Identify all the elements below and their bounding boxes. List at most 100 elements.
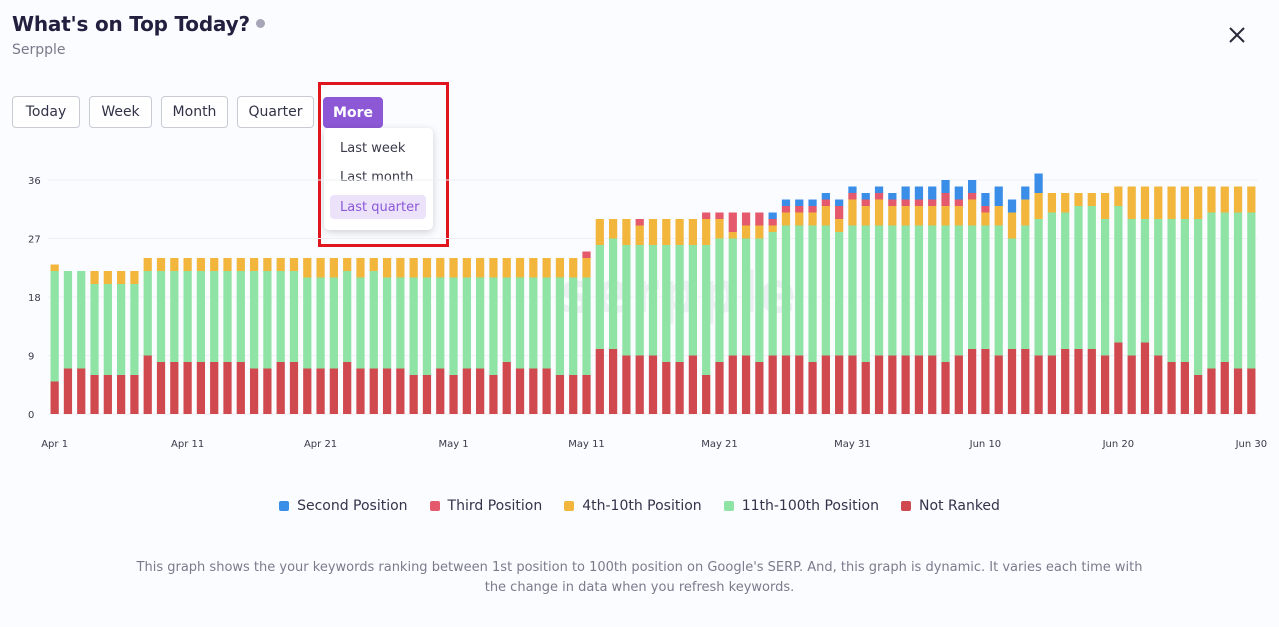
bar-segment [1034,193,1043,219]
bar-segment [103,271,112,284]
legend-item-4th-10th[interactable]: 4th-10th Position [564,498,702,514]
x-tick-label: Apr 21 [304,439,337,450]
bar-segment [874,199,884,226]
bar-segment [675,245,684,362]
bar-segment [422,258,432,278]
bar-segment [183,258,192,271]
bar-segment [888,206,897,226]
bar-segment [795,206,804,213]
bar-segment [1047,193,1057,213]
bar-segment [595,245,604,349]
bar-segment [635,225,644,245]
bar-segment [755,212,764,226]
bar-segment [715,219,724,239]
bar-segment [662,362,671,414]
bar-segment [1180,219,1189,362]
bar-segment [1127,186,1136,219]
info-icon[interactable] [255,19,265,28]
bar-segment [1074,349,1083,414]
bar-segment [263,258,272,271]
chart-legend: Second Position Third Position 4th-10th … [0,498,1279,514]
bar-segment [1127,219,1136,356]
tab-today[interactable]: Today [12,96,80,128]
bar-segment [595,349,604,414]
bar-segment [130,271,139,284]
tab-more[interactable]: More [323,97,383,128]
bar-segment [702,375,711,414]
tab-month[interactable]: Month [161,96,228,128]
bar-segment [888,199,897,206]
bar-segment [356,368,365,414]
bar-segment [50,264,59,271]
bar-segment [728,355,737,414]
bar-segment [210,362,219,414]
y-tick-label: 18 [28,293,41,304]
bar-segment [249,368,259,414]
bar-segment [622,245,631,356]
bar-segment [356,258,365,278]
close-icon[interactable] [1226,24,1248,46]
bar-segment [728,238,737,356]
bar-segment [476,258,485,278]
bar-segment [648,245,658,356]
y-tick-label: 27 [28,235,41,246]
bar-segment [409,375,418,414]
page-title: What's on Top Today? [12,12,265,36]
bar-segment [90,375,99,414]
bar-segment [582,277,591,375]
bar-segment [1194,186,1203,219]
bar-segment [63,271,73,369]
tab-week[interactable]: Week [89,96,152,128]
bar-segment [409,277,418,375]
bar-segment [808,225,817,362]
bar-segment [489,375,498,414]
bar-segment [210,271,219,362]
menu-item-last-month[interactable]: Last month [340,169,414,185]
page-subtitle: Serpple [12,42,66,58]
bar-segment [861,199,870,206]
bar-segment [183,362,192,414]
bar-segment [569,375,578,414]
tab-quarter[interactable]: Quarter [237,96,314,128]
bar-segment [821,193,830,200]
bar-segment [117,375,126,414]
bar-segment [821,355,830,414]
bar-segment [901,355,910,414]
bar-segment [702,245,711,375]
bar-segment [50,271,59,382]
bar-segment [968,180,977,193]
bar-segment [422,375,432,414]
bar-segment [343,258,352,271]
bar-segment [1207,186,1216,213]
bar-segment [396,277,405,369]
bar-segment [223,362,232,414]
bar-segment [569,258,578,278]
bar-segment [555,277,565,375]
bar-segment [861,362,870,414]
bar-segment [1207,212,1216,369]
bar-segment [1100,219,1110,356]
bar-segment [888,193,897,200]
menu-item-last-week[interactable]: Last week [340,140,406,156]
bar-segment [914,199,924,206]
bar-segment [1021,225,1030,349]
bar-segment [329,368,338,414]
x-tick-label: Apr 11 [171,439,204,450]
menu-item-last-quarter[interactable]: Last quarter [330,195,426,219]
legend-item-11th-100th[interactable]: 11th-100th Position [723,498,879,514]
bar-segment [1034,355,1043,414]
bar-segment [781,212,791,226]
bar-segment [741,355,751,414]
bar-segment [702,219,711,245]
legend-item-not-ranked[interactable]: Not Ranked [900,498,1000,514]
bar-segment [462,258,471,278]
bar-segment [449,277,458,375]
bar-segment [1140,186,1150,219]
legend-item-second[interactable]: Second Position [279,498,408,514]
bar-segment [1114,206,1123,343]
legend-item-third[interactable]: Third Position [429,498,542,514]
bar-segment [941,225,950,362]
bar-segment [343,362,352,414]
y-tick-label: 9 [28,352,34,363]
bar-segment [170,271,179,362]
